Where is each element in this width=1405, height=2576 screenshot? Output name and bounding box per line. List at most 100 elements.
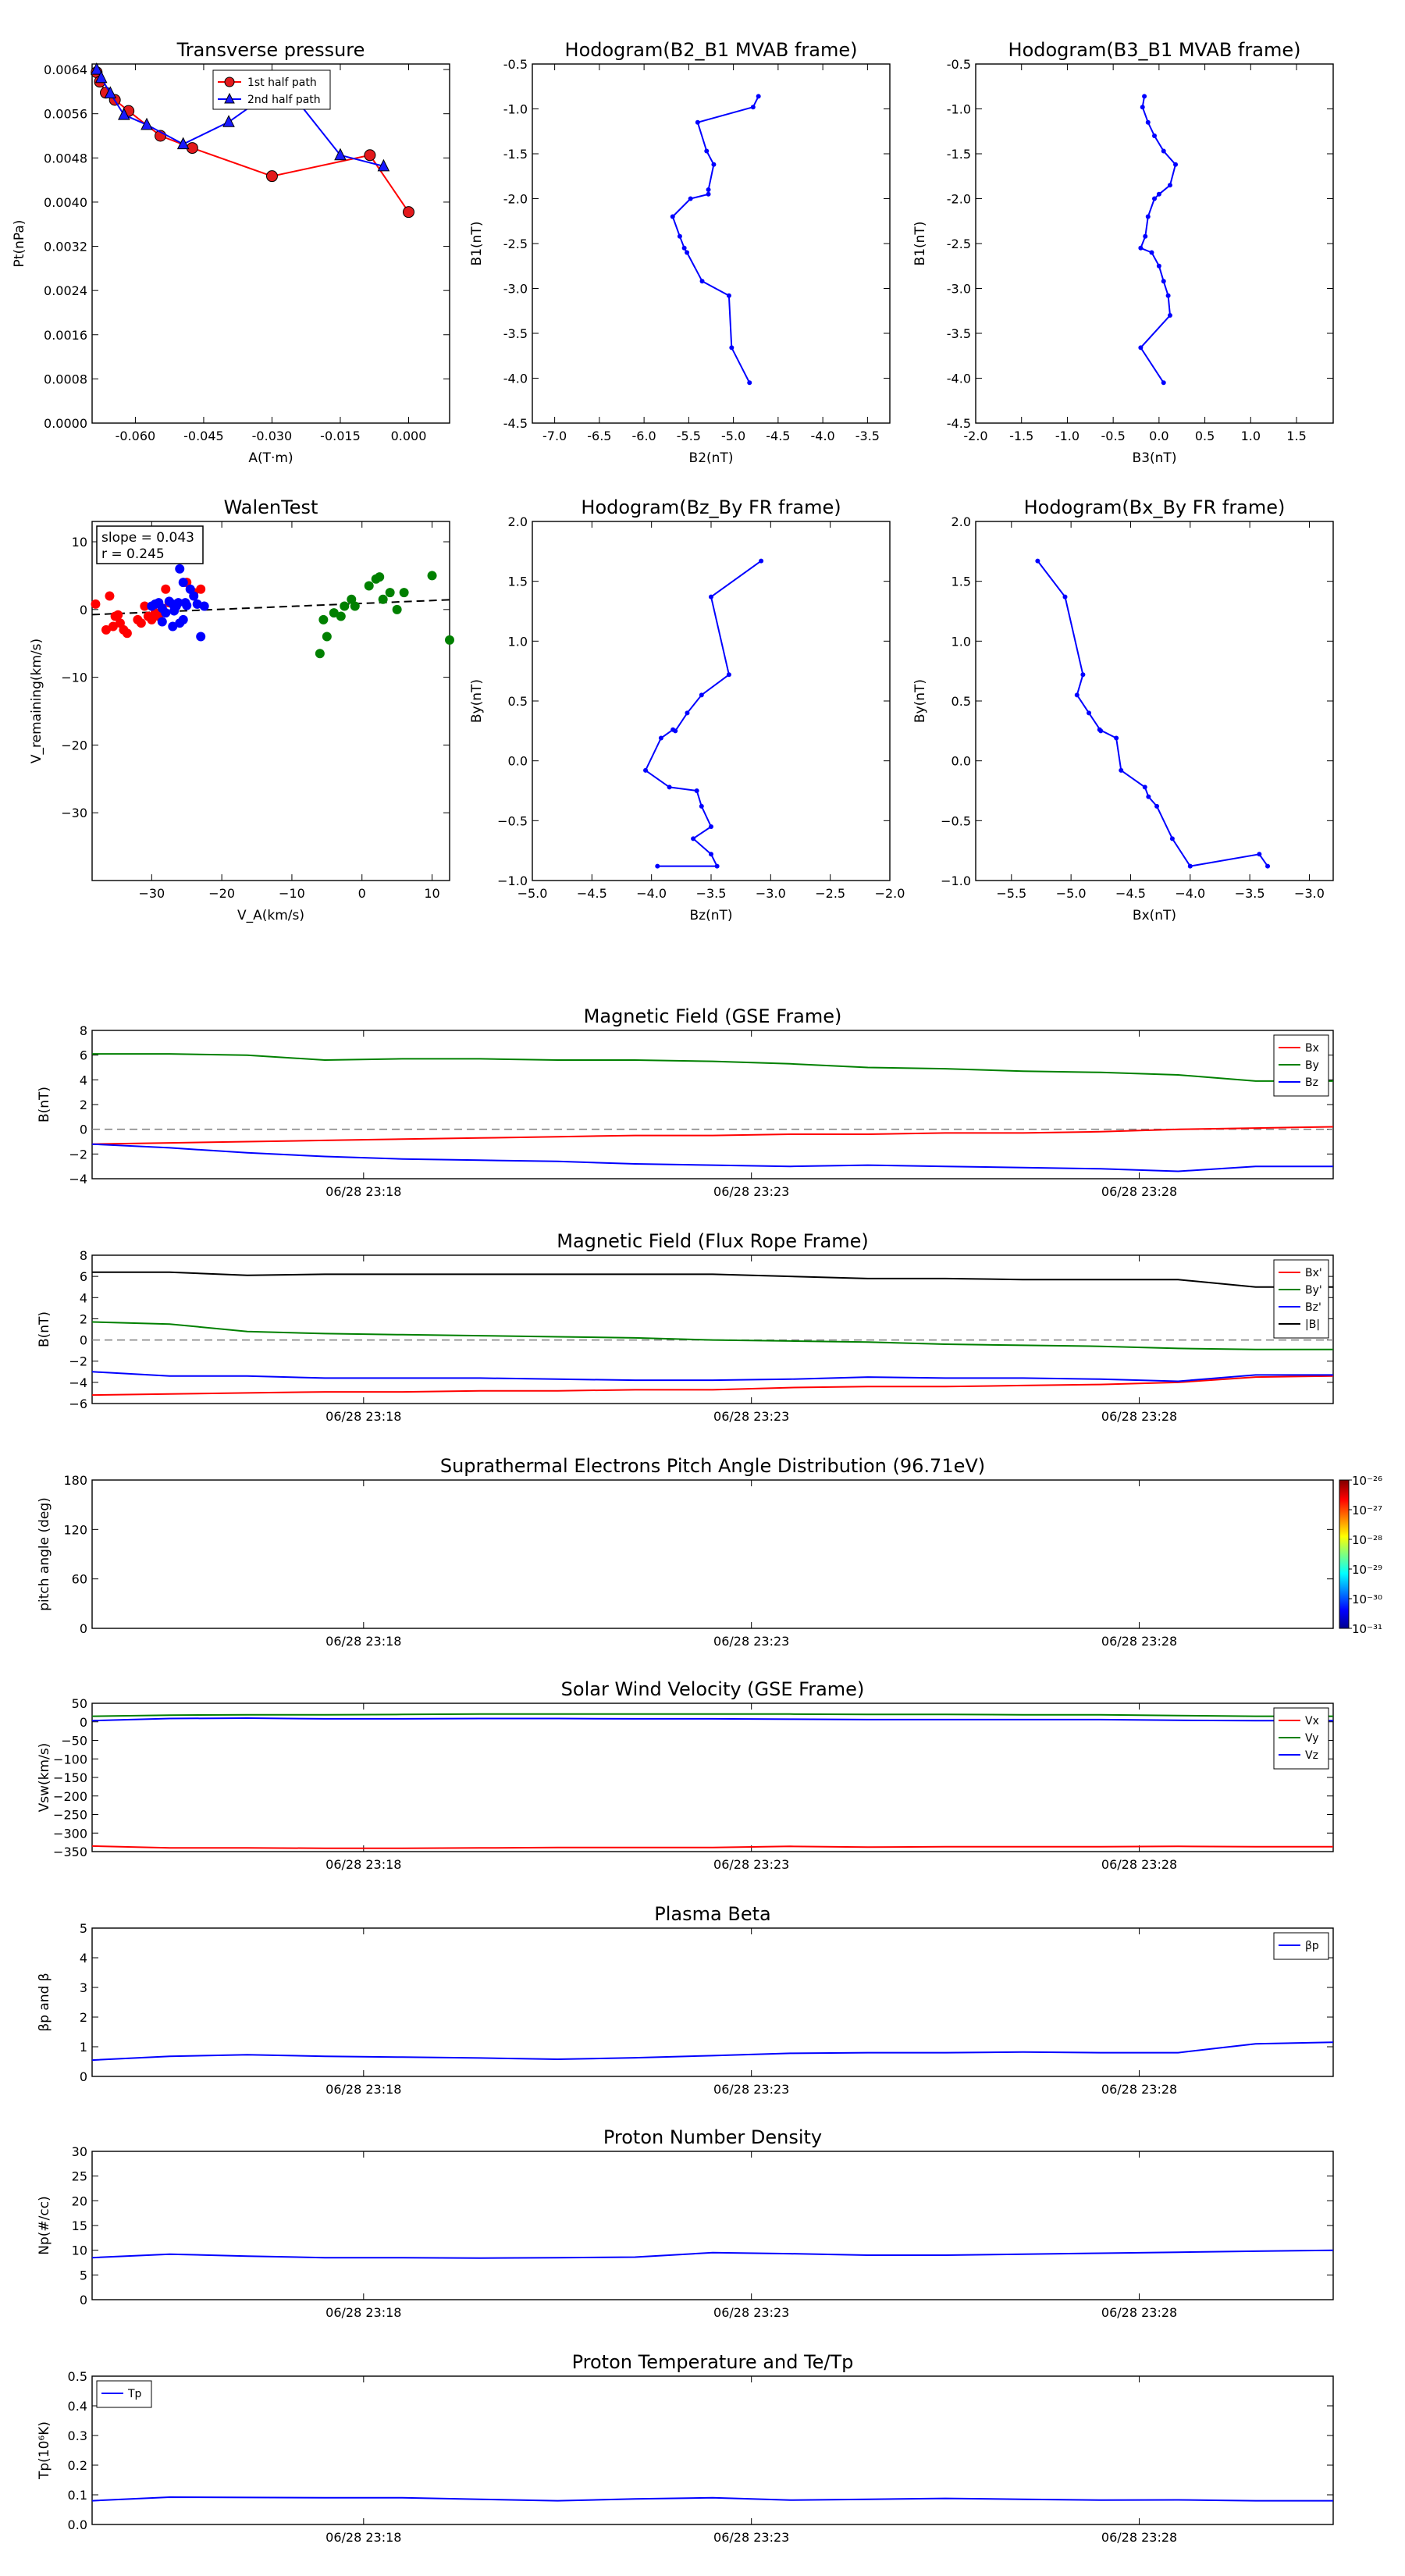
series-line	[92, 1053, 1333, 1082]
data-point	[265, 170, 278, 183]
data-point	[1145, 119, 1151, 125]
colorbar-bar	[1339, 1479, 1350, 1629]
y-tick-label: −50	[61, 1734, 87, 1749]
series-line	[1140, 96, 1177, 383]
x-tick-label: 06/28 23:28	[1101, 2530, 1177, 2545]
x-tick-label: −3.5	[1235, 886, 1265, 901]
series-line	[91, 1375, 1334, 1397]
legend: 1st half path 2nd half path	[212, 69, 331, 110]
y-tick-label: -1.0	[947, 102, 971, 117]
x-tick-label: 0.0	[1149, 429, 1168, 443]
x-tick-label: -5.5	[677, 429, 701, 443]
axes-frame	[532, 63, 891, 424]
y-tick-label: −1.0	[941, 873, 971, 888]
legend-label: 1st half path	[247, 76, 317, 89]
data-point	[759, 558, 764, 564]
series-line	[671, 95, 759, 383]
data-point	[94, 70, 108, 84]
data-point	[1143, 233, 1148, 239]
legend-label: 2nd half path	[247, 94, 321, 106]
y-axis-label: By(nT)	[469, 679, 485, 723]
axes-frame	[91, 63, 450, 424]
data-point	[1169, 836, 1175, 841]
legend-label: Tp	[127, 2388, 142, 2400]
data-point	[1062, 594, 1068, 600]
data-point	[643, 767, 649, 773]
y-tick-label: 20	[72, 2194, 87, 2208]
data-point	[1152, 133, 1157, 138]
data-point	[402, 206, 414, 219]
y-tick-label: 2	[80, 1311, 87, 1326]
data-point	[157, 617, 167, 627]
data-point	[1097, 727, 1102, 732]
x-axis-label: B3(nT)	[1133, 450, 1177, 466]
chart-title: Plasma Beta	[654, 1903, 770, 1925]
x-tick-label: 06/28 23:18	[325, 1857, 401, 1872]
axes-frame	[91, 1030, 1334, 1179]
data-point	[706, 191, 711, 197]
data-point	[685, 250, 690, 255]
data-point	[140, 601, 150, 611]
data-point	[315, 649, 325, 659]
data-point	[694, 788, 699, 793]
y-axis-label: B1(nT)	[912, 222, 928, 266]
x-tick-label: −5.5	[996, 886, 1026, 901]
y-tick-label: −10	[61, 671, 87, 685]
data-point	[340, 601, 350, 611]
data-point	[377, 158, 390, 172]
y-tick-label: 1.0	[508, 634, 528, 649]
x-tick-label: −4.0	[636, 886, 667, 901]
data-point	[1187, 863, 1193, 869]
y-tick-label: -1.5	[503, 147, 528, 162]
legend-swatch	[224, 92, 235, 104]
chart-title: Hodogram(B2_B1 MVAB frame)	[565, 39, 858, 61]
data-point	[726, 293, 731, 298]
series-line	[92, 1271, 1333, 1288]
x-tick-label: −20	[208, 886, 235, 901]
y-tick-label: −350	[53, 1845, 87, 1859]
legend-label: Vy	[1305, 1732, 1319, 1745]
annotation-slope: slope = 0.043	[101, 530, 194, 546]
y-tick-label: −300	[53, 1826, 87, 1841]
y-axis-label: Pt(nPa)	[12, 220, 27, 268]
data-point	[1087, 710, 1092, 716]
series-line	[95, 69, 384, 167]
x-tick-label: 06/28 23:23	[713, 2305, 789, 2320]
y-axis-label: By(nT)	[912, 679, 928, 723]
x-tick-label: −10	[279, 886, 305, 901]
y-tick-label: 4	[80, 1073, 87, 1087]
x-tick-label: -0.060	[116, 429, 156, 443]
data-point	[1080, 672, 1086, 678]
x-tick-label: -4.5	[766, 429, 790, 443]
chart-hodo1: Hodogram(B2_B1 MVAB frame) -4.5 -4.0 -3.5 -3…	[469, 39, 891, 466]
data-point	[670, 727, 676, 732]
y-tick-label: 10	[72, 2243, 87, 2258]
data-point	[1265, 863, 1271, 869]
data-point	[105, 591, 115, 601]
y-tick-label: −6	[69, 1397, 87, 1411]
chart-title: Proton Temperature and Te/Tp	[572, 2351, 854, 2373]
series-line	[91, 2041, 1334, 2062]
y-tick-label: 1.5	[508, 575, 528, 589]
series-line	[91, 1143, 1333, 1172]
y-tick-label: -0.5	[503, 57, 528, 72]
x-tick-label: 06/28 23:28	[1101, 2082, 1177, 2097]
data-point	[704, 148, 710, 154]
y-tick-label: −30	[61, 806, 87, 820]
data-point	[1167, 183, 1172, 188]
x-tick-label: 06/28 23:23	[713, 1409, 789, 1424]
legend-swatch	[224, 76, 235, 87]
data-point	[747, 380, 752, 386]
x-tick-label: 06/28 23:28	[1101, 2305, 1177, 2320]
y-tick-label: 0.0	[951, 754, 971, 769]
y-tick-label: 0.0000	[44, 416, 87, 431]
chart-title: Suprathermal Electrons Pitch Angle Distr…	[440, 1455, 985, 1477]
y-tick-label: 1	[80, 2040, 87, 2055]
legend: Bx By Bz	[1273, 1034, 1329, 1097]
x-tick-label: 06/28 23:28	[1101, 1857, 1177, 1872]
chart-transverse-pressure: Transverse pressure 0.0000 0.0008 0.0016 0.0…	[12, 39, 450, 466]
x-tick-label: 06/28 23:18	[325, 1184, 401, 1199]
data-point	[1165, 293, 1171, 298]
data-point	[691, 836, 696, 841]
y-tick-label: 0.0024	[44, 283, 87, 298]
